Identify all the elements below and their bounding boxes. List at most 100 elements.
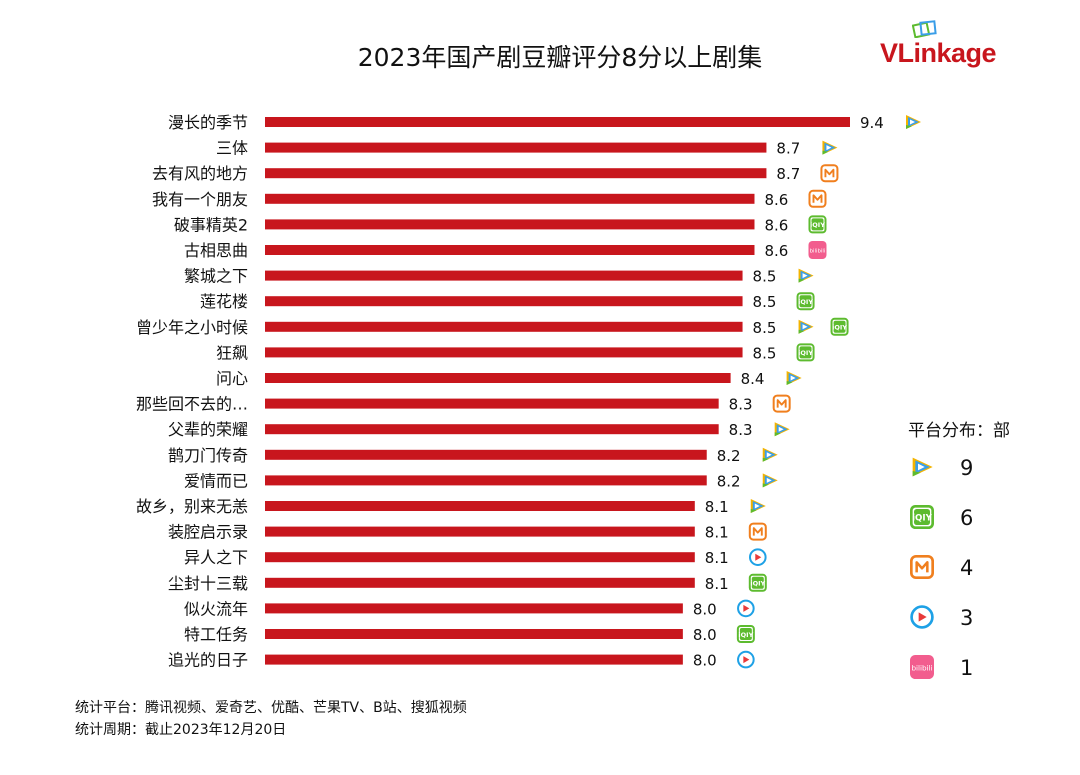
tencent-video-icon	[912, 457, 933, 477]
value-label: 8.6	[764, 242, 788, 260]
value-label: 8.1	[705, 549, 729, 567]
mango-tv-icon	[910, 555, 935, 580]
bar	[265, 654, 683, 665]
value-label: 8.0	[693, 626, 717, 644]
footnote-period: 统计周期：截止2023年12月20日	[75, 722, 287, 738]
youku-icon	[737, 599, 755, 618]
tencent-video-icon	[762, 473, 778, 488]
svg-text:bilibili: bilibili	[911, 663, 932, 672]
category-label: 装腔启示录	[168, 523, 248, 542]
category-label: 爱情而已	[184, 471, 248, 490]
category-label: 似火流年	[184, 599, 248, 618]
value-label: 8.3	[729, 396, 753, 414]
value-label: 8.7	[776, 165, 800, 183]
tencent-video-icon	[786, 371, 802, 385]
youku-icon	[748, 548, 767, 567]
value-label: 8.4	[741, 370, 765, 388]
svg-text:iQIY: iQIY	[798, 349, 813, 357]
value-label: 8.2	[717, 447, 741, 465]
iqiyi-icon: iQIY	[808, 215, 827, 234]
bar	[265, 449, 707, 460]
value-label: 8.6	[764, 191, 788, 209]
value-label: 8.5	[753, 268, 777, 286]
value-label: 8.1	[705, 575, 729, 593]
bar	[265, 424, 719, 435]
bar	[265, 245, 755, 255]
svg-text:iQIY: iQIY	[798, 298, 813, 306]
bar	[265, 142, 767, 153]
category-label: 尘封十三载	[168, 574, 248, 593]
legend-title: 平台分布：部	[908, 421, 1010, 441]
bar	[265, 373, 731, 383]
footnote-platforms: 统计平台：腾讯视频、爱奇艺、优酷、芒果TV、B站、搜狐视频	[75, 700, 467, 716]
bilibili-icon: bilibili	[808, 241, 827, 259]
svg-text:bilibili: bilibili	[810, 249, 826, 255]
bar	[265, 526, 695, 537]
value-label: 8.1	[705, 524, 729, 542]
legend-count: 9	[960, 456, 973, 480]
bar	[265, 270, 743, 281]
bar	[265, 117, 850, 127]
bar	[265, 193, 755, 204]
tencent-video-icon	[798, 319, 814, 334]
value-label: 8.5	[753, 319, 777, 337]
bar	[265, 577, 695, 588]
legend-count: 4	[960, 556, 973, 580]
category-label: 异人之下	[184, 548, 248, 567]
legend-count: 3	[960, 606, 973, 630]
tencent-video-icon	[762, 447, 778, 462]
value-label: 8.1	[705, 498, 729, 516]
legend-count: 1	[960, 656, 973, 680]
category-label: 莲花楼	[200, 292, 248, 311]
mango-tv-icon	[748, 522, 767, 541]
iqiyi-icon: iQIY	[910, 505, 935, 530]
iqiyi-icon: iQIY	[796, 343, 815, 362]
category-label: 狂飙	[216, 343, 248, 362]
bar	[265, 603, 683, 614]
value-label: 8.2	[717, 472, 741, 490]
value-label: 8.0	[693, 652, 717, 670]
chart-title: 2023年国产剧豆瓣评分8分以上剧集	[357, 43, 763, 72]
iqiyi-icon: iQIY	[796, 292, 815, 311]
bar	[265, 501, 695, 511]
mango-tv-icon	[772, 394, 791, 413]
category-label: 三体	[216, 139, 248, 158]
bar	[265, 629, 683, 639]
tencent-video-icon	[750, 499, 766, 513]
bar	[265, 398, 719, 409]
bar	[265, 219, 755, 230]
category-label: 父辈的荣耀	[168, 420, 248, 439]
bar	[265, 321, 743, 332]
bilibili-icon: bilibili	[910, 655, 934, 679]
value-label: 8.3	[729, 421, 753, 439]
category-label: 故乡，别来无恙	[136, 497, 248, 516]
category-label: 特工任务	[184, 625, 248, 644]
iqiyi-icon: iQIY	[748, 573, 767, 592]
category-label: 问心	[216, 369, 248, 388]
bar	[265, 347, 743, 358]
svg-text:iQIY: iQIY	[912, 514, 933, 524]
value-label: 8.6	[764, 216, 788, 234]
svg-text:iQIY: iQIY	[738, 631, 753, 639]
category-label: 那些回不去的…	[136, 395, 248, 414]
value-label: 8.5	[753, 344, 777, 362]
svg-text:iQIY: iQIY	[832, 324, 847, 332]
iqiyi-icon: iQIY	[736, 625, 755, 643]
logo-mark-icon	[912, 20, 937, 38]
bar-chart: 漫长的季节 9.4 三体 8.7 去有风的地方 8.7 我有一个朋友 8.6 破事精英2 8.6 i…	[136, 113, 973, 680]
category-label: 追光的日子	[168, 651, 248, 670]
value-label: 8.0	[693, 600, 717, 618]
bar	[265, 168, 767, 179]
mango-tv-icon	[808, 189, 827, 208]
tencent-video-icon	[822, 140, 838, 155]
category-label: 曾少年之小时候	[136, 318, 248, 337]
category-label: 古相思曲	[184, 241, 248, 260]
youku-icon	[910, 605, 934, 629]
bar	[265, 296, 743, 307]
value-label: 8.7	[776, 140, 800, 158]
category-label: 我有一个朋友	[152, 190, 248, 209]
legend-count: 6	[960, 506, 973, 530]
category-label: 鹊刀门传奇	[168, 446, 248, 465]
category-label: 破事精英2	[174, 215, 248, 234]
tencent-video-icon	[774, 422, 790, 437]
